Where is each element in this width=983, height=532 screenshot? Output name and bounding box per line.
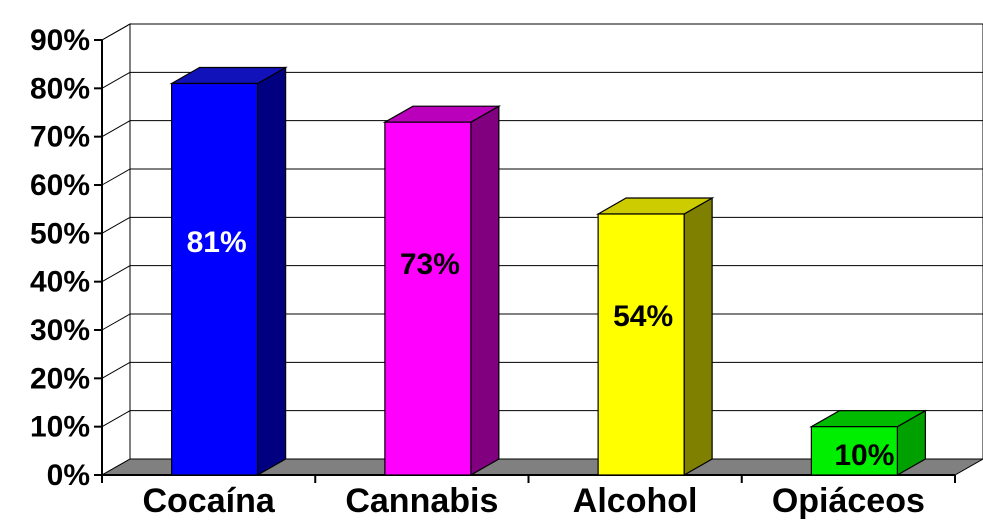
data-label: 81% — [187, 226, 247, 259]
x-category-label: Cannabis — [345, 482, 498, 520]
bar-side — [683, 196, 713, 477]
y-tick-label: 70% — [30, 121, 90, 154]
y-tick-label: 40% — [30, 266, 90, 299]
bar-front — [810, 426, 898, 476]
data-label: 54% — [613, 300, 673, 333]
side-wall — [101, 23, 131, 476]
y-tick-label: 80% — [30, 72, 90, 105]
bar-front — [597, 213, 685, 476]
x-category-label: Alcohol — [573, 482, 698, 520]
bars — [169, 66, 928, 477]
bar — [382, 105, 502, 477]
bar — [809, 409, 928, 477]
y-tick-label: 20% — [30, 362, 90, 395]
data-label: 10% — [834, 439, 894, 472]
gridline-side — [101, 216, 131, 234]
gridline-side — [101, 361, 131, 379]
y-tick-label: 0% — [47, 459, 90, 492]
data-labels: 81% 73% 54% 10% — [187, 226, 895, 472]
bar-side — [257, 66, 287, 477]
gridline-side — [101, 71, 131, 89]
y-tick-label: 30% — [30, 314, 90, 347]
gridline-side — [101, 168, 131, 186]
x-category-label: Opiáceos — [772, 482, 925, 520]
y-tick-label: 10% — [30, 411, 90, 444]
y-tick-label: 60% — [30, 169, 90, 202]
y-tick-label: 90% — [30, 24, 90, 57]
gridline-side — [101, 23, 131, 41]
bar-front — [384, 121, 472, 476]
bar-front — [171, 82, 259, 476]
bar-side — [470, 105, 500, 477]
gridline-side — [101, 313, 131, 331]
x-category-labels: Cocaína Cannabis Alcohol Opiáceos — [142, 482, 924, 520]
gridline-side — [101, 265, 131, 283]
y-tick-label: 50% — [30, 217, 90, 250]
bar — [595, 196, 715, 477]
gridline-side — [101, 120, 131, 138]
y-tick-labels: 0% 10% 20% 30% 40% 50% 60% 70% 80% 90% — [30, 24, 90, 492]
bar — [169, 66, 288, 477]
gridline-side — [101, 410, 131, 428]
data-label: 73% — [400, 248, 460, 281]
x-category-label: Cocaína — [142, 482, 275, 520]
